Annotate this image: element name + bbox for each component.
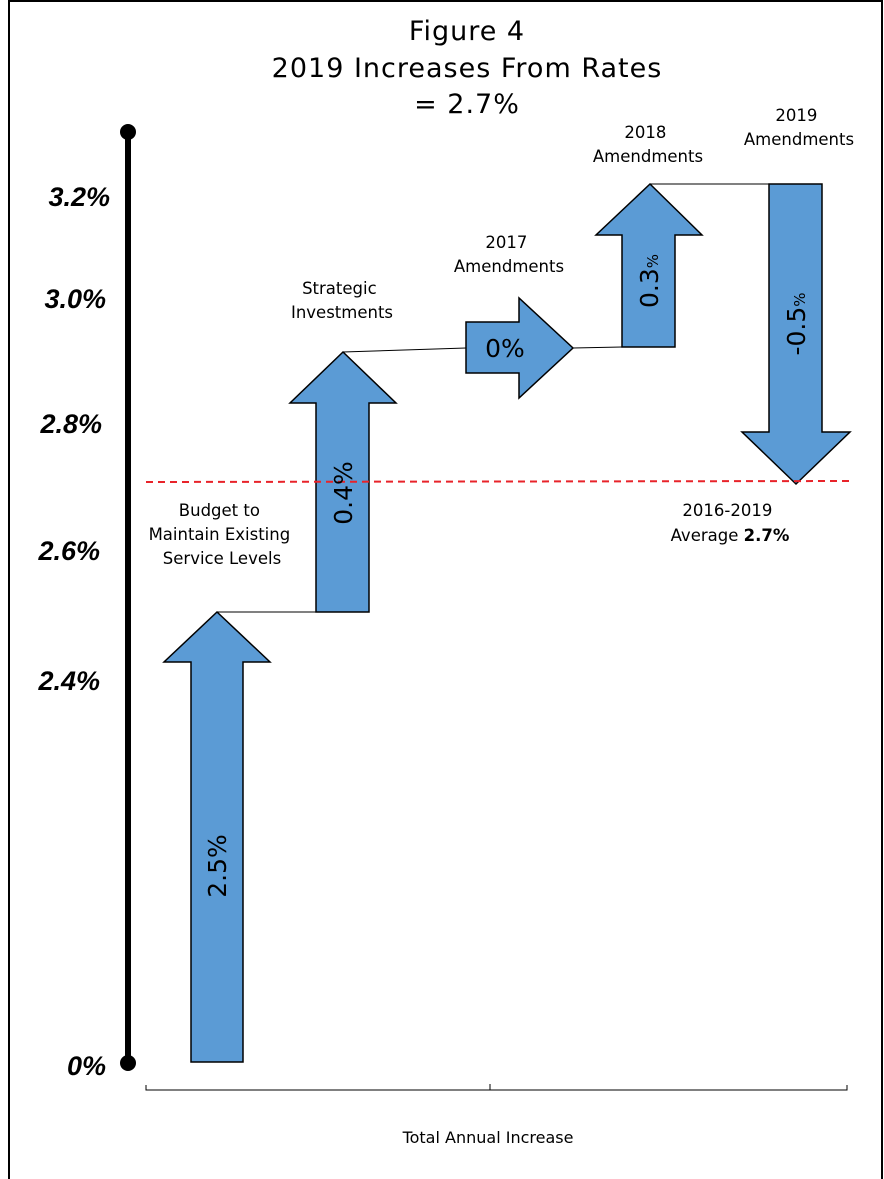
y-tick-label: 2.8% bbox=[39, 409, 102, 439]
step-value-label: 2.5% bbox=[203, 834, 232, 898]
step-category-label: Strategic Investments bbox=[291, 279, 393, 322]
step-category-label: 2017 Amendments bbox=[454, 233, 564, 276]
step-arrow-existing-service bbox=[162, 610, 272, 1063]
chart-subtitle-line2: = 2.7% bbox=[414, 89, 520, 120]
step-category-label: 2018 Amendments bbox=[593, 123, 703, 166]
step-arrow-2018-amendments bbox=[594, 182, 704, 348]
step-value-label: 0.4% bbox=[329, 461, 358, 525]
y-tick-label: 2.6% bbox=[37, 536, 100, 566]
step-category-label: 2019 Amendments bbox=[744, 106, 854, 149]
step-category-label: Budget to Maintain Existing Service Leve… bbox=[149, 501, 296, 568]
connector-line bbox=[572, 346, 623, 349]
step-value-label: 0.3% bbox=[635, 254, 664, 308]
step-value-label: 0% bbox=[485, 334, 525, 363]
y-axis-top-dot bbox=[120, 124, 136, 140]
y-tick-label: 0% bbox=[67, 1051, 106, 1081]
x-axis-bracket bbox=[145, 1084, 848, 1091]
step-value-label: -0.5% bbox=[782, 292, 811, 355]
chart-title: Figure 4 bbox=[409, 16, 525, 47]
y-tick-label: 3.0% bbox=[44, 284, 106, 314]
y-tick-label: 3.2% bbox=[48, 182, 110, 212]
connector-line bbox=[342, 347, 467, 353]
step-arrow-2019-amendments bbox=[740, 183, 852, 486]
chart-subtitle-line1: 2019 Increases From Rates bbox=[272, 53, 663, 84]
step-arrow-2017-amendments bbox=[465, 296, 575, 400]
y-axis-bottom-dot bbox=[120, 1055, 136, 1071]
average-label: 2016-2019 Average 2.7% bbox=[671, 501, 790, 545]
x-axis-label: Total Annual Increase bbox=[402, 1128, 574, 1147]
average-line bbox=[145, 480, 851, 483]
y-tick-label: 2.4% bbox=[37, 666, 100, 696]
